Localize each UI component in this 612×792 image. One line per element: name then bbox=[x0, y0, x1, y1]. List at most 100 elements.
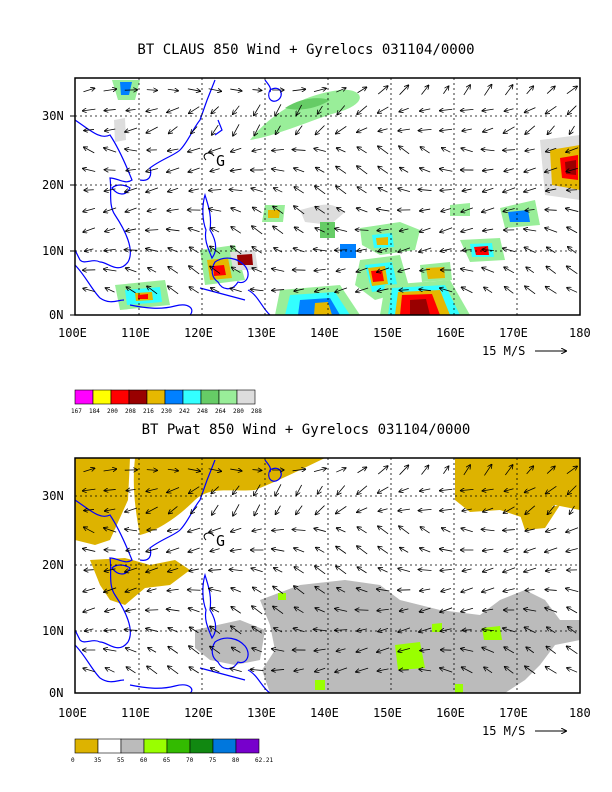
wind-vector-arrow bbox=[83, 668, 95, 673]
wind-vector-arrow bbox=[126, 268, 137, 273]
wind-vector-arrow bbox=[208, 469, 222, 472]
wind-vector-arrow bbox=[443, 466, 448, 474]
wind-vector-arrow bbox=[440, 549, 453, 551]
top-wind-vectors bbox=[83, 85, 579, 295]
wind-vector-arrow bbox=[503, 530, 516, 531]
wind-vector-arrow bbox=[398, 188, 411, 193]
wind-vector-arrow bbox=[356, 230, 369, 231]
wind-vector-arrow bbox=[125, 587, 137, 592]
wind-vector-arrow bbox=[505, 85, 512, 96]
wind-vector-arrow bbox=[482, 249, 494, 250]
wind-vector-arrow bbox=[254, 104, 261, 116]
wind-vector-arrow bbox=[419, 129, 432, 130]
wind-vector-arrow bbox=[272, 149, 285, 150]
wind-vector-arrow bbox=[275, 104, 282, 115]
wind-vector-arrow bbox=[525, 666, 536, 675]
wind-vector-arrow bbox=[210, 169, 220, 172]
wind-vector-arrow bbox=[503, 187, 516, 192]
wind-vector-arrow bbox=[231, 227, 242, 234]
wind-vector-arrow bbox=[252, 247, 262, 254]
wind-vector-arrow bbox=[440, 489, 453, 491]
wind-vector-arrow bbox=[399, 487, 409, 491]
wind-vector-arrow bbox=[399, 290, 409, 291]
wind-vector-arrow bbox=[420, 607, 431, 612]
wind-vector-arrow bbox=[251, 669, 264, 670]
wind-vector-arrow bbox=[252, 627, 263, 634]
wind-vector-arrow bbox=[212, 504, 219, 515]
wind-vector-arrow bbox=[210, 246, 221, 255]
wind-vector-arrow bbox=[209, 570, 222, 571]
wind-vector-arrow bbox=[315, 186, 326, 195]
wind-vector-arrow bbox=[252, 470, 261, 471]
top-colorbar-label: 208 bbox=[125, 408, 136, 415]
wind-vector-arrow bbox=[337, 528, 346, 533]
wind-vector-arrow bbox=[233, 485, 240, 494]
top-colorbar-swatch bbox=[164, 389, 184, 405]
top-colorbar-swatch bbox=[218, 389, 238, 405]
bottom-ylabel-20n: 20N bbox=[42, 558, 64, 572]
wind-vector-arrow bbox=[357, 127, 368, 133]
wind-vector-arrow bbox=[337, 588, 346, 593]
wind-vector-arrow bbox=[378, 669, 389, 671]
wind-vector-arrow bbox=[440, 509, 453, 511]
wind-vector-arrow bbox=[231, 549, 242, 551]
wind-vector-arrow bbox=[104, 489, 116, 490]
bottom-colorbar-swatch bbox=[212, 738, 237, 754]
wind-vector-arrow bbox=[568, 485, 577, 495]
wind-vector-arrow bbox=[525, 125, 536, 134]
wind-vector-arrow bbox=[505, 287, 514, 294]
wind-vector-arrow bbox=[253, 587, 262, 593]
wind-vector-arrow bbox=[209, 527, 222, 532]
wind-vector-arrow bbox=[440, 249, 452, 252]
wind-vector-arrow bbox=[167, 209, 179, 211]
wind-vector-arrow bbox=[105, 129, 116, 131]
wind-vector-arrow bbox=[357, 87, 367, 94]
wind-vector-arrow bbox=[252, 268, 263, 273]
wind-vector-arrow bbox=[295, 607, 304, 614]
wind-vector-arrow bbox=[188, 167, 200, 172]
wind-vector-arrow bbox=[524, 247, 536, 254]
wind-vector-arrow bbox=[211, 228, 220, 233]
wind-vector-arrow bbox=[189, 106, 200, 114]
wind-vector-arrow bbox=[400, 609, 409, 611]
top-colorbar-label: 288 bbox=[251, 408, 262, 415]
wind-vector-arrow bbox=[377, 267, 390, 272]
top-ylabel-20n: 20N bbox=[42, 178, 64, 192]
wind-vector-arrow bbox=[314, 528, 326, 532]
wind-vector-arrow bbox=[357, 546, 368, 555]
wind-vector-arrow bbox=[337, 485, 346, 494]
wind-vector-arrow bbox=[294, 669, 304, 671]
wind-vector-arrow bbox=[547, 125, 555, 135]
wind-vector-arrow bbox=[524, 229, 537, 231]
wind-vector-arrow bbox=[209, 190, 222, 191]
wind-vector-arrow bbox=[104, 528, 117, 533]
top-xlabel-100e: 100E bbox=[58, 326, 87, 340]
bottom-colorbar: 0 35 55 60 65 70 75 80 62.21 bbox=[71, 738, 273, 764]
wind-vector-arrow bbox=[315, 608, 325, 613]
bottom-colorbar-swatch bbox=[97, 738, 122, 754]
wind-vector-arrow bbox=[189, 667, 199, 674]
top-gridlines bbox=[75, 78, 580, 315]
wind-vector-arrow bbox=[104, 249, 116, 250]
wind-vector-arrow bbox=[296, 484, 302, 495]
top-ticks bbox=[70, 115, 75, 316]
wind-vector-arrow bbox=[398, 509, 410, 511]
wind-vector-arrow bbox=[314, 269, 326, 271]
wind-vector-arrow bbox=[503, 209, 515, 212]
wind-vector-arrow bbox=[377, 86, 388, 95]
wind-vector-arrow bbox=[400, 168, 409, 173]
wind-vector-arrow bbox=[566, 208, 579, 212]
wind-vector-arrow bbox=[315, 228, 325, 233]
bottom-colorbar-swatch bbox=[189, 738, 214, 754]
top-xlabel-150e: 150E bbox=[373, 326, 402, 340]
wind-vector-arrow bbox=[146, 506, 158, 513]
wind-vector-arrow bbox=[462, 630, 472, 631]
wind-vector-arrow bbox=[420, 168, 431, 173]
bottom-gridlines bbox=[75, 458, 580, 693]
wind-vector-arrow bbox=[169, 126, 178, 134]
wind-vector-arrow bbox=[399, 465, 409, 475]
wind-vector-arrow bbox=[167, 547, 180, 552]
wind-vector-arrow bbox=[313, 468, 326, 472]
wind-vector-arrow bbox=[189, 287, 199, 294]
